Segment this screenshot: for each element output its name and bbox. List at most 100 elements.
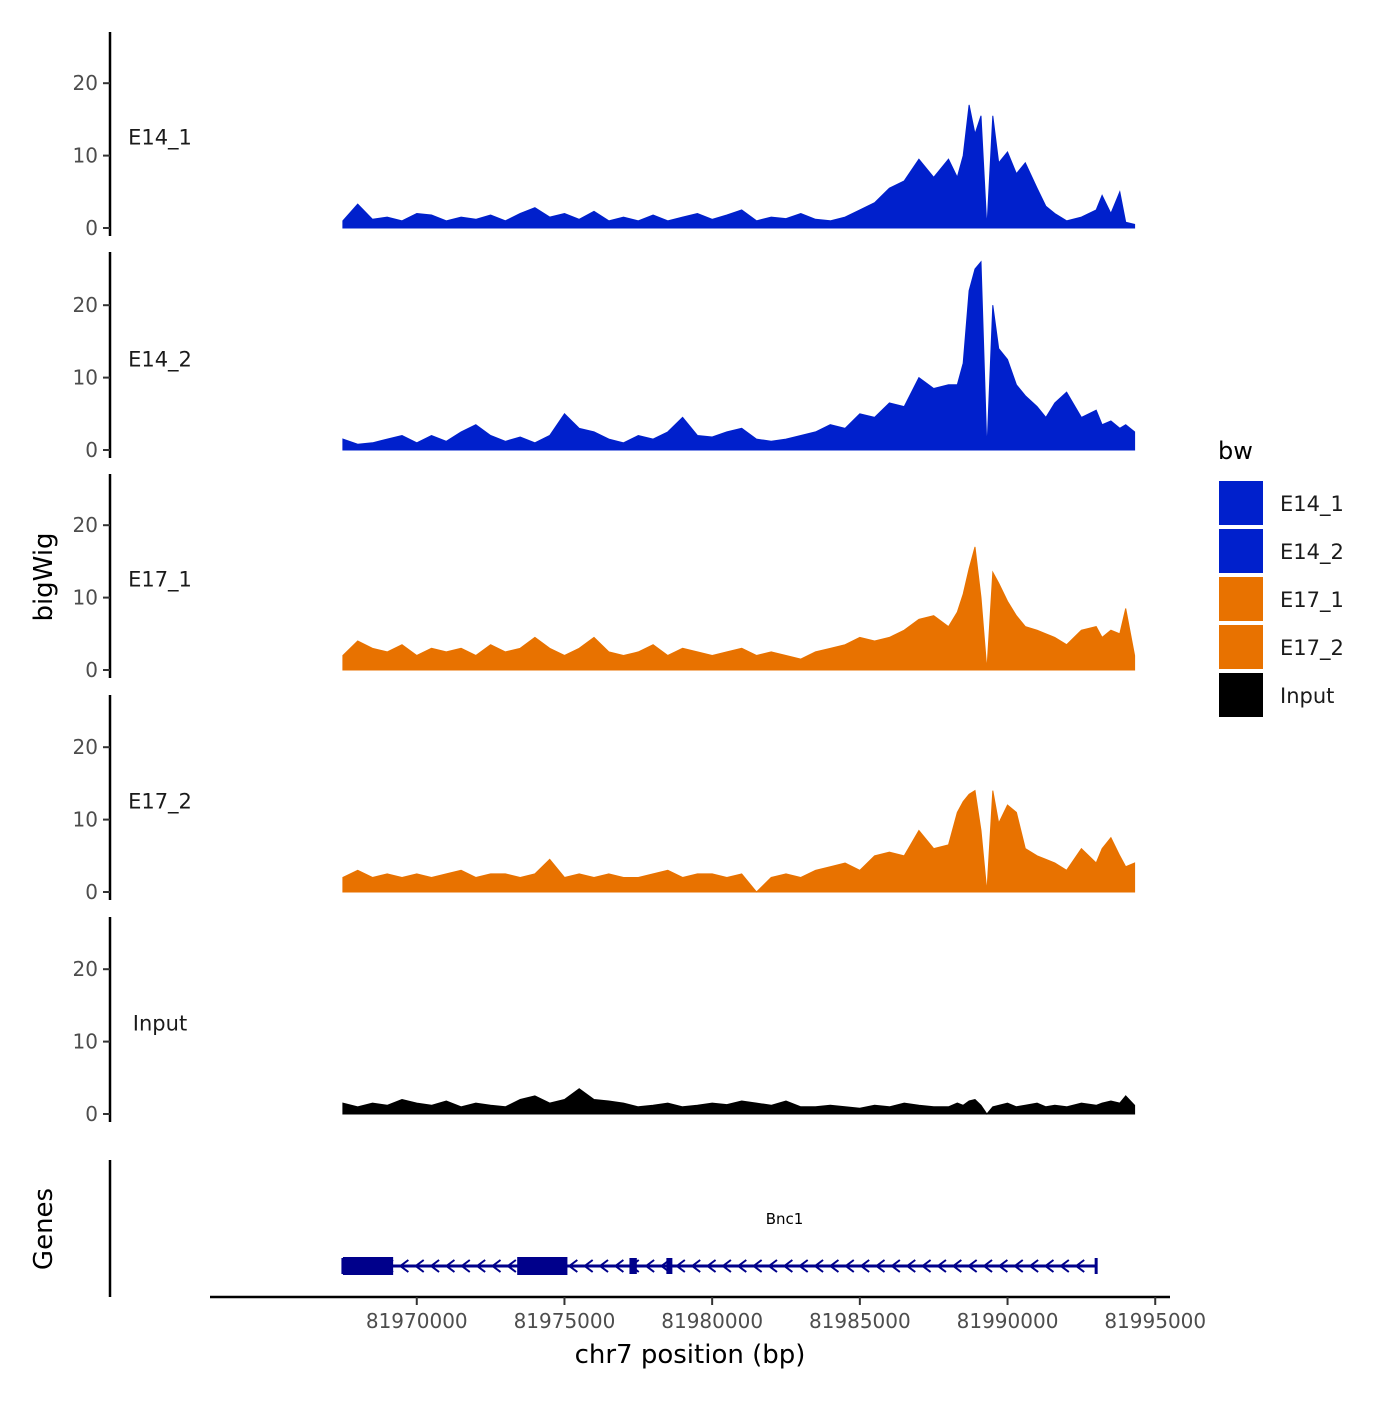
strand-arrow — [905, 1259, 916, 1273]
x-axis-title: chr7 position (bp) — [575, 1340, 806, 1370]
legend-label: E14_2 — [1280, 540, 1344, 565]
strand-arrow — [936, 1259, 947, 1273]
legend-label: Input — [1280, 684, 1334, 708]
tracks-layer: 0 10 20 E14_1 0 10 20 E14_2 0 10 20 E17_1 0 10 20 E17_2… — [73, 32, 1136, 1126]
y-tick-label: 10 — [73, 144, 98, 168]
strand-arrow — [675, 1259, 686, 1273]
y-tick-label: 0 — [85, 658, 98, 682]
strand-arrow — [828, 1259, 840, 1273]
strand-arrow — [583, 1259, 594, 1273]
strand-arrow — [751, 1259, 763, 1273]
strand-arrow — [460, 1259, 471, 1273]
x-tick-label: 81970000 — [366, 1309, 468, 1333]
strand-arrow — [951, 1259, 962, 1273]
track-area-e14-1 — [342, 104, 1136, 229]
strand-arrow — [1074, 1259, 1085, 1273]
strand-arrow — [982, 1259, 993, 1273]
strand-arrow — [813, 1259, 824, 1273]
y-tick-label: 20 — [73, 513, 98, 537]
strand-arrow — [506, 1259, 517, 1273]
strand-arrow — [859, 1259, 870, 1273]
strand-arrow — [414, 1259, 425, 1273]
strand-arrow — [767, 1259, 778, 1273]
track-label: E17_1 — [128, 568, 192, 593]
strand-arrow — [613, 1259, 625, 1273]
legend-key-e14-2 — [1217, 527, 1265, 575]
gene-panel: Bnc1 — [108, 1160, 1098, 1297]
y-tick-label: 20 — [73, 957, 98, 981]
strand-arrow — [874, 1259, 886, 1273]
legend-key-e17-1 — [1217, 575, 1265, 623]
strand-arrow — [997, 1259, 1009, 1273]
strand-arrow — [1013, 1259, 1024, 1273]
y-tick-label: 0 — [85, 1102, 98, 1126]
gene-exon — [629, 1258, 637, 1274]
strand-arrow — [890, 1259, 901, 1273]
track-label: E14_2 — [128, 348, 192, 373]
legend-label: E17_1 — [1280, 588, 1344, 613]
track-e17-1: 0 10 20 E17_1 — [73, 474, 1136, 682]
strand-arrow — [844, 1259, 855, 1273]
strand-arrow — [644, 1259, 655, 1273]
y-tick-label: 0 — [85, 216, 98, 240]
gene-exon — [666, 1258, 673, 1274]
gene-exon — [342, 1257, 394, 1275]
strand-arrow — [444, 1259, 456, 1273]
track-e14-2: 0 10 20 E14_2 — [73, 252, 1136, 462]
y-tick-label: 10 — [73, 1030, 98, 1054]
strand-arrow — [398, 1259, 409, 1273]
y-tick-label: 20 — [73, 71, 98, 95]
strand-arrow — [721, 1259, 732, 1273]
strand-arrow — [736, 1259, 747, 1273]
legend-label: E17_2 — [1280, 636, 1344, 661]
track-area-e17-1 — [342, 546, 1136, 671]
y-tick-label: 10 — [73, 808, 98, 832]
y-tick-label: 0 — [85, 438, 98, 462]
y-axis-title: bigWig — [29, 532, 59, 621]
track-area-input — [342, 1088, 1136, 1115]
x-tick-label: 81985000 — [809, 1309, 911, 1333]
y-tick-label: 10 — [73, 586, 98, 610]
strand-arrow — [690, 1259, 701, 1273]
strand-arrow — [967, 1259, 978, 1273]
y-tick-label: 0 — [85, 880, 98, 904]
x-tick-label: 81990000 — [957, 1309, 1059, 1333]
strand-arrow — [1028, 1259, 1039, 1273]
track-label: Input — [133, 1012, 187, 1036]
legend-label: E14_1 — [1280, 492, 1344, 517]
legend-key-e17-2 — [1217, 623, 1265, 671]
gene-exon — [517, 1257, 568, 1275]
strand-arrow — [798, 1259, 809, 1273]
track-input: 0 10 20 Input — [73, 917, 1136, 1126]
strand-arrow — [920, 1259, 932, 1273]
y-tick-label: 20 — [73, 735, 98, 759]
track-label: E17_2 — [128, 790, 192, 815]
strand-arrow — [705, 1259, 717, 1273]
strand-arrow — [429, 1259, 440, 1273]
strand-arrow — [490, 1259, 502, 1273]
track-area-e17-2 — [342, 789, 1136, 893]
legend: bw E14_1 E14_2 E17_1 E17_2 Input — [1217, 437, 1344, 719]
strand-arrow — [475, 1259, 486, 1273]
track-label: E14_1 — [128, 126, 192, 151]
strand-arrow — [567, 1259, 578, 1273]
x-tick-label: 81980000 — [661, 1309, 763, 1333]
strand-arrow — [1059, 1259, 1070, 1273]
x-tick-label: 81995000 — [1104, 1309, 1206, 1333]
x-axis: 81970000 81975000 81980000 81985000 81990000… — [210, 1295, 1206, 1333]
track-area-e14-2 — [342, 260, 1136, 451]
strand-arrow — [1043, 1259, 1055, 1273]
genes-panel-title: Genes — [29, 1188, 59, 1270]
y-tick-label: 20 — [73, 293, 98, 317]
track-e14-1: 0 10 20 E14_1 — [73, 32, 1136, 240]
legend-title: bw — [1218, 437, 1253, 465]
strand-arrow — [598, 1259, 609, 1273]
gene-label: Bnc1 — [766, 1210, 804, 1228]
y-tick-label: 10 — [73, 366, 98, 390]
legend-key-input — [1217, 671, 1265, 719]
strand-arrow — [782, 1259, 793, 1273]
track-e17-2: 0 10 20 E17_2 — [73, 695, 1136, 904]
x-tick-label: 81975000 — [514, 1309, 616, 1333]
